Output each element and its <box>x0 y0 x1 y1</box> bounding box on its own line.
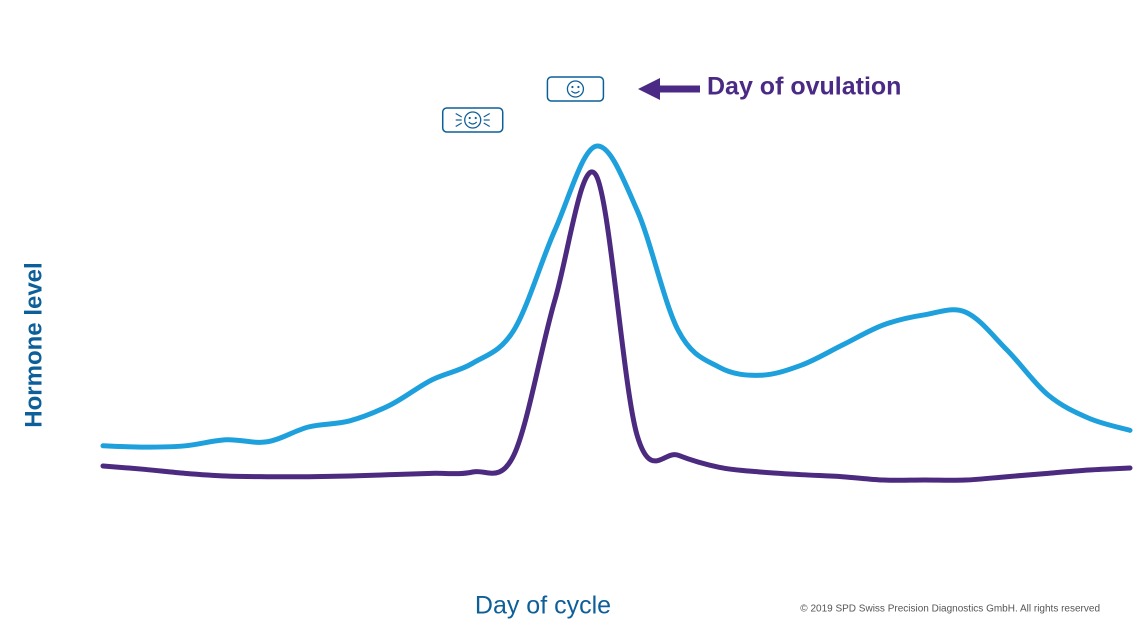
fertility-icon <box>441 107 504 133</box>
ovulation-annotation: Day of ovulation <box>707 73 901 101</box>
arrow <box>638 78 700 100</box>
icon-ray <box>455 112 463 118</box>
icon-ray <box>483 112 491 118</box>
icon-mouth <box>468 121 478 125</box>
icon-frame <box>546 76 605 102</box>
icon-eye <box>474 116 477 120</box>
fertility-icon <box>546 76 605 102</box>
labels <box>441 76 605 133</box>
icon-face <box>464 111 482 129</box>
icon-mouth <box>570 90 580 94</box>
x-axis-label: Day of cycle <box>475 592 611 620</box>
band-gap <box>410 95 412 570</box>
icon-eye <box>577 85 580 89</box>
marks <box>100 143 1133 483</box>
icon-eye <box>468 116 471 120</box>
y-axis-label: Hormone level <box>20 262 47 427</box>
icon-face <box>566 80 585 98</box>
series-line <box>100 143 1133 450</box>
icon-eye <box>571 85 574 89</box>
copyright: © 2019 SPD Swiss Precision Diagnostics G… <box>800 604 1100 615</box>
series-line <box>100 169 1133 483</box>
backgrounds <box>410 95 412 570</box>
icon-ray <box>483 122 491 128</box>
icon-ray <box>455 122 463 128</box>
